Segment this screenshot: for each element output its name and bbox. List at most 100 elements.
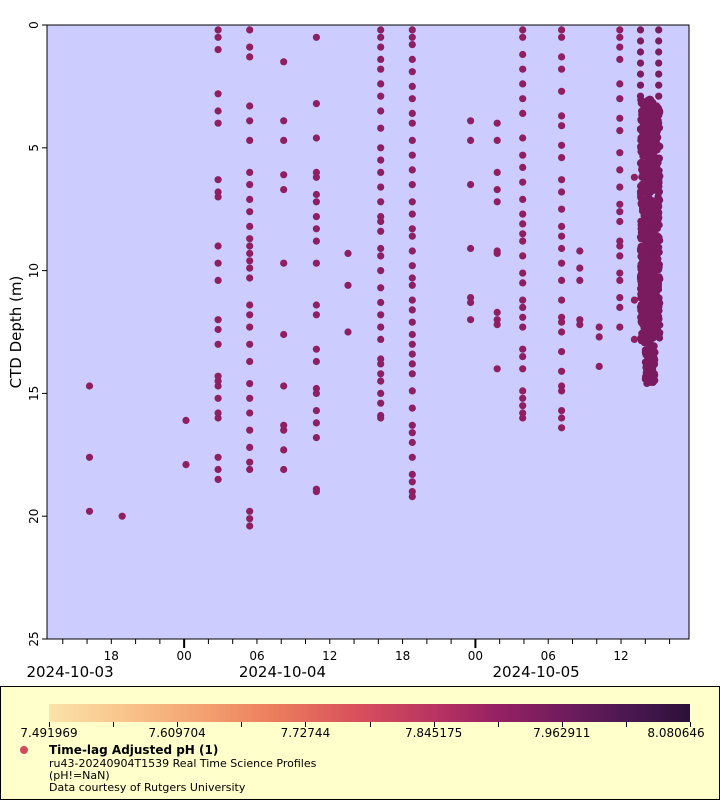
data-point: [246, 53, 254, 61]
data-point: [651, 215, 659, 223]
data-point: [280, 58, 288, 66]
data-point: [214, 90, 222, 98]
data-point: [493, 168, 501, 176]
data-point: [408, 274, 416, 282]
data-point: [558, 348, 566, 356]
data-point: [214, 453, 222, 461]
x-axis: 18 00 06 12 18 00 06 12 2024-10-03 2024-10-04 2024…: [26, 639, 671, 681]
data-point: [645, 341, 653, 349]
data-point: [408, 370, 416, 378]
data-points: [85, 26, 664, 530]
data-point: [519, 80, 527, 88]
data-point: [467, 136, 475, 144]
x-date-label: 2024-10-04: [239, 663, 326, 681]
colorbar: [49, 704, 690, 722]
data-point: [377, 92, 385, 100]
data-point: [280, 171, 288, 179]
data-point: [214, 394, 222, 402]
x-tick-label: 18: [104, 649, 119, 663]
data-point: [649, 151, 657, 159]
data-point: [312, 100, 320, 108]
data-point: [558, 244, 566, 253]
data-point: [246, 458, 254, 466]
data-point: [519, 65, 527, 73]
data-point: [408, 421, 416, 429]
data-point: [642, 100, 650, 108]
data-point: [640, 115, 648, 124]
data-point: [214, 46, 222, 54]
data-point: [214, 409, 222, 417]
data-point: [637, 96, 645, 104]
data-point: [558, 232, 566, 240]
data-point: [246, 222, 254, 230]
data-point: [280, 382, 288, 390]
data-point: [246, 357, 254, 366]
data-point: [636, 245, 645, 253]
colorbar-tick: [690, 722, 691, 727]
data-point: [493, 249, 501, 257]
data-point: [408, 109, 416, 117]
data-point: [642, 230, 650, 238]
data-point: [377, 311, 385, 319]
data-point: [558, 414, 566, 422]
x-tick-label: 12: [322, 649, 337, 663]
data-point: [616, 114, 624, 122]
data-point: [214, 176, 222, 184]
data-point: [493, 119, 501, 127]
data-point: [637, 337, 646, 345]
data-point: [214, 26, 222, 34]
y-tick-label: 0: [27, 21, 41, 29]
data-point: [644, 204, 652, 212]
data-point: [630, 296, 639, 304]
data-point: [214, 340, 222, 348]
data-point: [246, 340, 254, 348]
data-point: [519, 323, 527, 331]
data-point: [616, 26, 624, 34]
data-point: [644, 139, 652, 147]
data-point: [377, 360, 385, 368]
data-point: [616, 183, 624, 191]
data-point: [576, 264, 584, 272]
data-point: [519, 303, 527, 311]
data-point: [408, 119, 416, 127]
data-point: [408, 306, 416, 314]
data-point: [312, 301, 320, 309]
data-point: [616, 95, 624, 103]
data-point: [312, 419, 320, 427]
data-point: [645, 334, 654, 342]
data-point: [647, 253, 655, 261]
data-point: [246, 515, 254, 523]
data-point: [377, 244, 385, 253]
data-point: [558, 424, 566, 432]
data-point: [246, 394, 254, 402]
data-point: [246, 507, 254, 515]
data-point: [408, 438, 416, 447]
data-point: [519, 109, 527, 117]
data-point: [636, 48, 645, 56]
data-point: [377, 144, 385, 152]
data-point: [408, 68, 416, 76]
data-point: [643, 245, 651, 254]
data-point: [312, 198, 320, 206]
data-point: [246, 249, 254, 257]
data-point: [616, 200, 624, 208]
data-point: [408, 318, 416, 326]
data-point: [182, 461, 190, 469]
data-point: [655, 59, 663, 67]
data-point: [637, 199, 645, 207]
data-point: [519, 269, 527, 277]
data-point: [246, 102, 254, 110]
data-point: [616, 149, 624, 157]
y-tick-label: 15: [27, 386, 41, 401]
data-point: [408, 198, 416, 206]
data-point: [519, 365, 527, 373]
data-point: [640, 307, 649, 315]
data-point: [280, 186, 288, 194]
data-point: [645, 194, 653, 202]
data-point: [558, 154, 566, 162]
data-point: [408, 95, 416, 103]
data-point: [616, 276, 624, 284]
data-point: [519, 402, 527, 410]
colorbar-tick: [113, 722, 115, 727]
data-point: [650, 263, 659, 271]
